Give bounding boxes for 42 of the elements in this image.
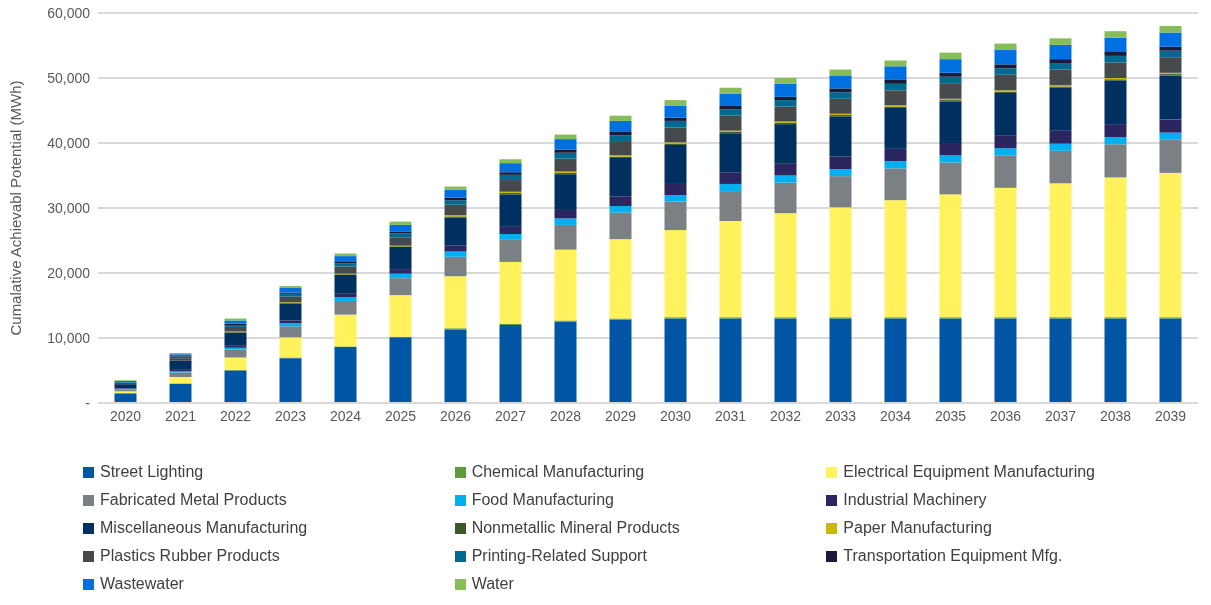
legend-label: Paper Manufacturing: [843, 519, 992, 537]
y-tick-label: 10,000: [47, 329, 91, 346]
legend-label: Street Lighting: [100, 463, 204, 481]
x-tick-label: 2023: [274, 407, 307, 424]
x-tick-label: 2021: [164, 407, 197, 424]
legend-label: Industrial Machinery: [843, 491, 987, 509]
legend-label: Wastewater: [100, 575, 184, 593]
legend-label: Electrical Equipment Manufacturing: [843, 463, 1096, 481]
x-tick-label: 2031: [714, 407, 747, 424]
y-axis-title: Cumalative Achievabl Potential (MWh): [7, 80, 25, 336]
x-tick-label: 2033: [824, 407, 857, 424]
legend-label: Fabricated Metal Products: [100, 491, 287, 509]
legend-label: Food Manufacturing: [471, 491, 614, 509]
x-tick-label: 2035: [934, 407, 967, 424]
x-tick-label: 2038: [1099, 407, 1132, 424]
legend-label: Nonmetallic Mineral Products: [471, 519, 680, 537]
x-tick-label: 2034: [879, 407, 912, 424]
x-tick-label: 2025: [384, 407, 417, 424]
y-tick-label: 30,000: [47, 199, 91, 216]
x-tick-label: 2020: [109, 407, 142, 424]
x-tick-label: 2022: [219, 407, 252, 424]
y-tick-label: 20,000: [47, 264, 91, 281]
legend-label: Miscellaneous Manufacturing: [100, 519, 308, 537]
x-tick-label: 2028: [549, 407, 582, 424]
x-tick-label: 2032: [769, 407, 802, 424]
legend-label: Transportation Equipment Mfg.: [843, 547, 1063, 565]
x-tick-label: 2027: [494, 407, 527, 424]
x-tick-label: 2029: [604, 407, 637, 424]
legend-label: Chemical Manufacturing: [471, 463, 645, 481]
x-tick-label: 2037: [1044, 407, 1077, 424]
legend-label: Printing-Related Support: [471, 547, 647, 565]
x-tick-label: 2039: [1154, 407, 1187, 424]
x-tick-label: 2024: [329, 407, 362, 424]
y-tick-label: 60,000: [47, 4, 91, 21]
legend-label: Plastics Rubber Products: [100, 547, 280, 565]
x-tick-label: 2026: [439, 407, 472, 424]
legend-label: Water: [471, 575, 514, 593]
y-tick-label: 40,000: [47, 134, 91, 151]
y-tick-label: -: [85, 394, 91, 411]
x-tick-label: 2030: [659, 407, 692, 424]
y-tick-label: 50,000: [47, 69, 91, 86]
x-tick-label: 2036: [989, 407, 1022, 424]
